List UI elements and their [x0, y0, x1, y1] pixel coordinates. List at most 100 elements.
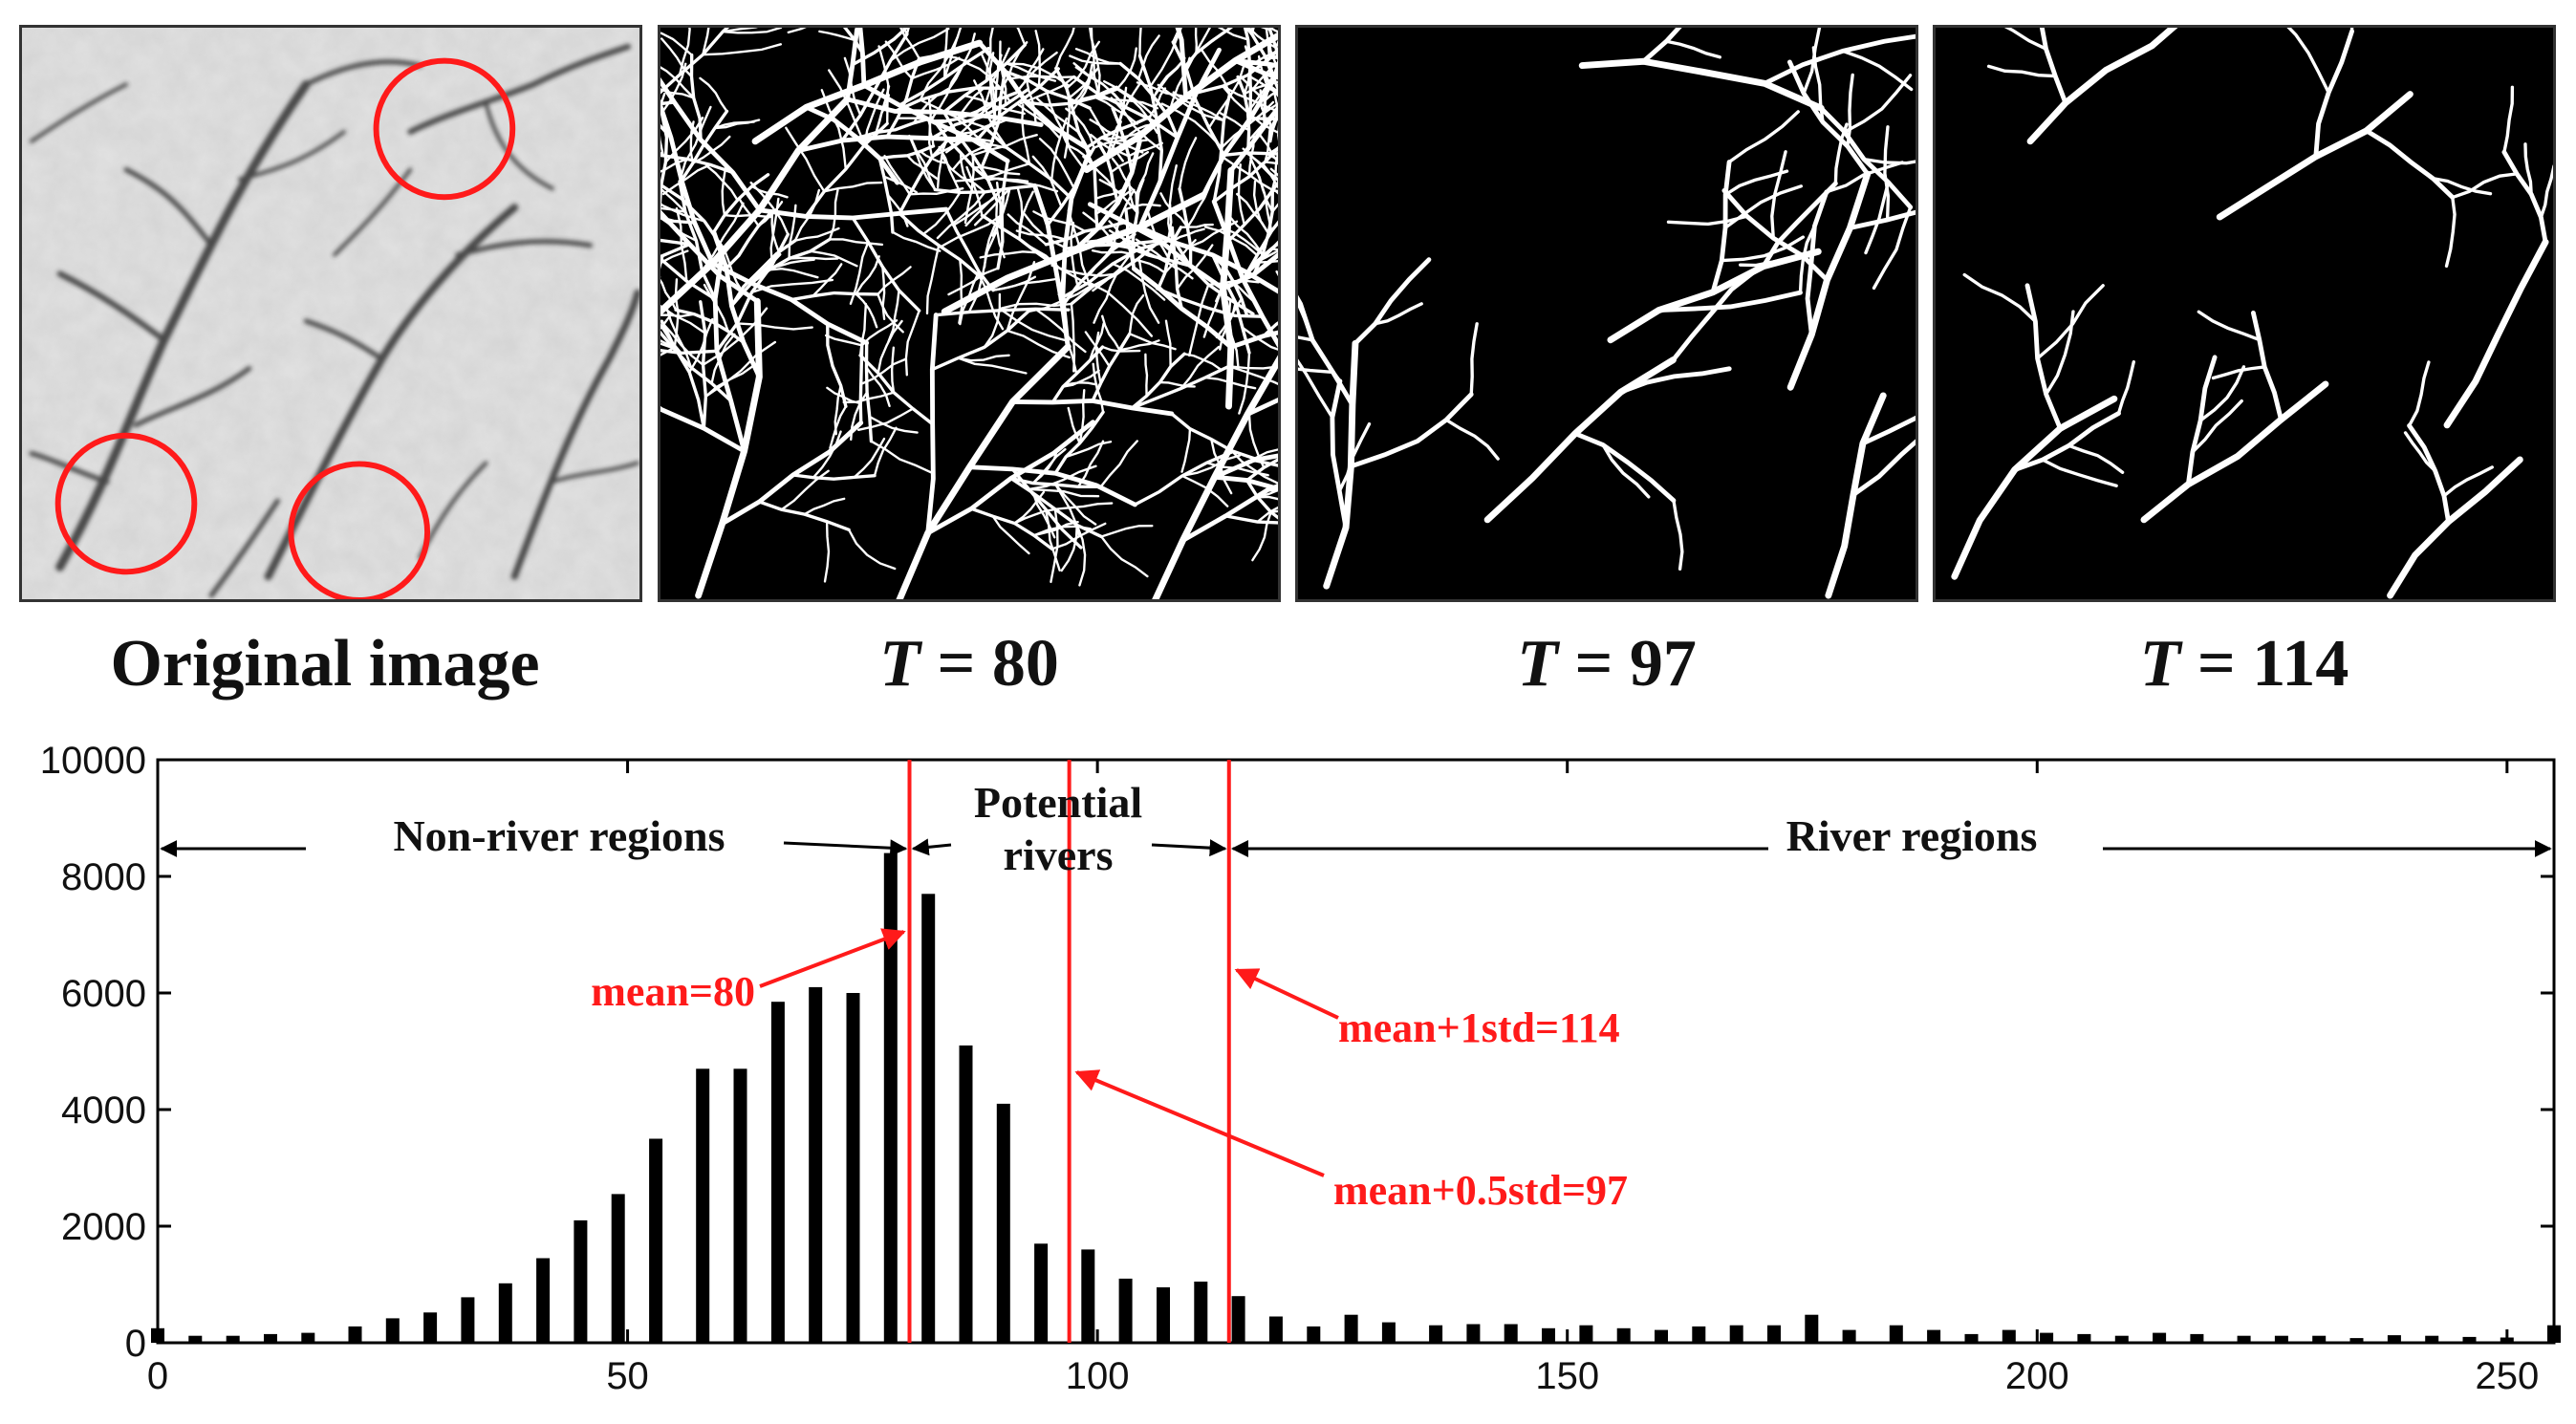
- histogram-bar: [1034, 1243, 1049, 1343]
- x-tick-label: 150: [1535, 1355, 1599, 1397]
- region-label-river: River regions: [1786, 811, 2038, 860]
- histogram-bar: [2153, 1332, 2167, 1343]
- t114-binary-image: [1936, 28, 2553, 599]
- histogram-bar: [733, 1068, 747, 1343]
- highlight-circle-bottom: [288, 461, 431, 599]
- histogram-bar: [188, 1335, 203, 1343]
- histogram-bar: [1466, 1324, 1481, 1343]
- histogram-chart: 0 2000 4000 6000 8000 10000 0 50 100 150 200 250 Non…: [40, 740, 2561, 1397]
- t97-panel: [1295, 25, 1918, 602]
- y-tick-label: 2000: [61, 1206, 146, 1248]
- caption-t97-symbol: T: [1517, 627, 1558, 701]
- caption-t114: T = 114: [1933, 631, 2556, 698]
- histogram-bar: [2312, 1335, 2327, 1343]
- original-image: [22, 28, 639, 599]
- histogram-bar: [1964, 1333, 1979, 1343]
- histogram-bar: [1344, 1314, 1358, 1343]
- histogram-bar: [574, 1219, 588, 1343]
- histogram-bar: [1194, 1282, 1208, 1343]
- annotation-arrow-mean-one-std: [1234, 968, 1339, 1020]
- histogram-bar: [1805, 1314, 1819, 1343]
- histogram-bar: [611, 1194, 625, 1343]
- annotation-mean-one-std: mean+1std=114: [1338, 1004, 1620, 1051]
- original-image-panel: [19, 25, 642, 602]
- region-label-non-river: Non-river regions: [393, 811, 725, 860]
- histogram-bar: [846, 993, 860, 1343]
- histogram-bar: [649, 1138, 663, 1343]
- histogram-bar: [1157, 1287, 1170, 1343]
- histogram-bar: [2114, 1335, 2129, 1343]
- histogram-bar: [226, 1335, 240, 1343]
- histogram-bar: [1504, 1324, 1518, 1343]
- caption-original: Original image: [19, 631, 631, 698]
- histogram-bar: [2274, 1335, 2288, 1343]
- region-arrow-potential-left: [911, 838, 952, 856]
- caption-t114-symbol: T: [2139, 627, 2181, 701]
- region-arrow-non-river-right: [783, 839, 908, 857]
- caption-t80: T = 80: [658, 631, 1281, 698]
- histogram-bar: [1767, 1325, 1781, 1343]
- histogram-bar: [423, 1312, 438, 1343]
- histogram-bar: [1307, 1326, 1321, 1343]
- histogram-bar: [809, 986, 823, 1343]
- highlight-circle-top: [373, 57, 516, 201]
- histogram-bar: [921, 894, 936, 1343]
- histogram-bar: [301, 1332, 315, 1343]
- histogram-bar: [2387, 1335, 2401, 1343]
- y-tick-label: 10000: [40, 740, 146, 782]
- histogram-bar: [2002, 1329, 2016, 1343]
- histogram-bar: [2190, 1333, 2204, 1343]
- histogram-bar: [1889, 1325, 1903, 1343]
- histogram-bar: [1927, 1329, 1941, 1343]
- annotation-mean-half-std: mean+0.5std=97: [1333, 1167, 1628, 1214]
- histogram-bar: [461, 1297, 475, 1343]
- annotation-mean: mean=80: [591, 968, 755, 1015]
- caption-t80-value: = 80: [920, 627, 1059, 701]
- y-tick-label: 0: [125, 1323, 146, 1365]
- histogram-bar: [1231, 1296, 1245, 1343]
- histogram-bar: [1118, 1278, 1133, 1343]
- histogram-bar: [1729, 1325, 1743, 1343]
- histogram-bar: [1842, 1329, 1856, 1343]
- histogram-bar: [2077, 1333, 2091, 1343]
- histogram-bar: [2425, 1335, 2439, 1343]
- histogram-bar: [1655, 1329, 1668, 1343]
- region-label-potential-line1: Potential: [974, 778, 1142, 827]
- histogram-bar: [385, 1318, 400, 1343]
- histogram-bar: [1542, 1327, 1555, 1344]
- caption-t97: T = 97: [1295, 631, 1918, 698]
- histogram-bar: [1429, 1325, 1443, 1343]
- histogram-bar: [2462, 1336, 2477, 1343]
- histogram-bar: [264, 1333, 277, 1343]
- t97-binary-image: [1298, 28, 1916, 599]
- x-tick-label: 100: [1066, 1355, 1130, 1397]
- y-tick-label: 8000: [61, 856, 146, 898]
- caption-t114-value: = 114: [2180, 627, 2349, 701]
- annotation-arrow-mean-half-std: [1074, 1069, 1325, 1177]
- annotation-arrow-mean: [759, 928, 906, 988]
- histogram-bar: [1081, 1249, 1095, 1343]
- t114-panel: [1933, 25, 2556, 602]
- y-tick-label: 6000: [61, 973, 146, 1015]
- x-tick-label: 0: [147, 1355, 168, 1397]
- x-tick-label: 250: [2475, 1355, 2539, 1397]
- histogram-bar: [348, 1326, 362, 1343]
- histogram-bar: [1692, 1326, 1706, 1343]
- y-tick-label: 4000: [61, 1090, 146, 1132]
- histogram-bar: [1381, 1322, 1396, 1343]
- caption-t97-value: = 97: [1557, 627, 1697, 701]
- caption-original-text: Original image: [110, 627, 540, 701]
- region-label-potential-line2: rivers: [1004, 831, 1114, 879]
- histogram-bar: [536, 1258, 551, 1343]
- highlight-circle-left: [54, 432, 198, 575]
- histogram-bar: [2349, 1338, 2364, 1343]
- histogram-bar: [498, 1283, 512, 1343]
- histogram-bar: [959, 1045, 973, 1343]
- histogram-bar: [996, 1103, 1010, 1343]
- caption-t80-symbol: T: [879, 627, 920, 701]
- t80-panel: [658, 25, 1281, 602]
- highlight-circles: [54, 57, 516, 599]
- histogram-bar: [696, 1068, 710, 1343]
- x-tick-label: 50: [606, 1355, 649, 1397]
- histogram-bar: [770, 1002, 785, 1343]
